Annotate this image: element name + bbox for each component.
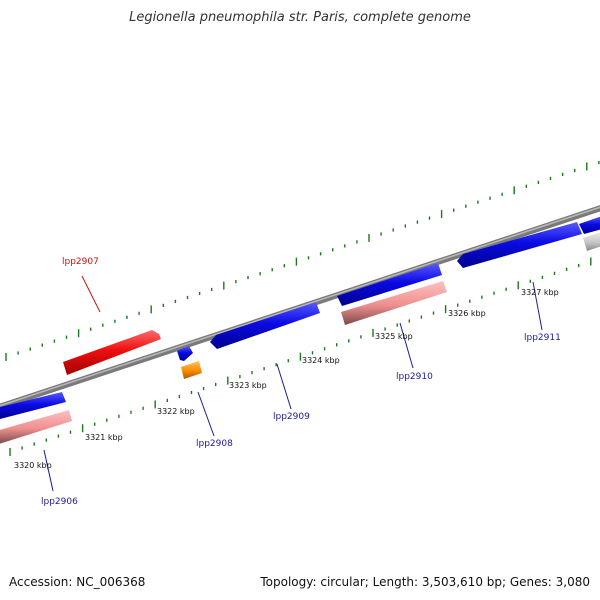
feature-track <box>0 216 600 444</box>
tick-label-3320: 3320 kbp <box>14 461 52 470</box>
tick-labels: 3320 kbp 3321 kbp 3322 kbp 3323 kbp 3324… <box>14 288 559 470</box>
pink-feature-lpp2906[interactable] <box>0 410 72 444</box>
gene-lpp2908-feature[interactable] <box>177 346 193 361</box>
accession-text: Accession: NC_006368 <box>9 575 146 589</box>
gene-next-feature[interactable] <box>579 216 600 234</box>
tick-label-3321: 3321 kbp <box>85 433 123 442</box>
tick-label-3322: 3322 kbp <box>157 407 195 416</box>
tick-label-3327: 3327 kbp <box>521 288 559 297</box>
tick-row-upper <box>5 160 600 361</box>
gene-label-lpp2907[interactable]: lpp2907 <box>62 257 99 267</box>
gene-label-lpp2908[interactable]: lpp2908 <box>196 439 233 449</box>
gene-label-lpp2910[interactable]: lpp2910 <box>396 372 433 382</box>
tick-label-3324: 3324 kbp <box>302 356 340 365</box>
tick-label-3325: 3325 kbp <box>375 332 413 341</box>
tick-row-lower <box>9 257 592 456</box>
genome-backbone-highlight <box>0 206 600 407</box>
gene-lpp2909-feature[interactable] <box>210 302 320 349</box>
pink-feature-lpp2910[interactable] <box>341 281 447 325</box>
gene-label-lpp2909[interactable]: lpp2909 <box>273 412 310 422</box>
tick-label-3323: 3323 kbp <box>229 381 267 390</box>
gene-lpp2911-feature[interactable] <box>457 222 582 268</box>
gene-lpp2910-feature[interactable] <box>337 263 442 306</box>
gene-label-lpp2911[interactable]: lpp2911 <box>524 333 561 343</box>
orange-feature-lpp2908[interactable] <box>181 361 202 379</box>
gene-label-lpp2906[interactable]: lpp2906 <box>41 497 78 507</box>
genome-summary-text: Topology: circular; Length: 3,503,610 bp… <box>260 575 590 589</box>
tick-label-3326: 3326 kbp <box>448 309 486 318</box>
gene-leader-lines <box>43 275 543 492</box>
gene-labels: lpp2906 lpp2907 lpp2908 lpp2909 lpp2910 … <box>41 257 561 507</box>
gene-lpp2907-feature[interactable] <box>63 330 161 375</box>
map-title: Legionella pneumophila str. Paris, compl… <box>129 10 471 25</box>
gene-lpp2906-feature[interactable] <box>0 392 66 420</box>
gray-feature[interactable] <box>583 231 600 251</box>
